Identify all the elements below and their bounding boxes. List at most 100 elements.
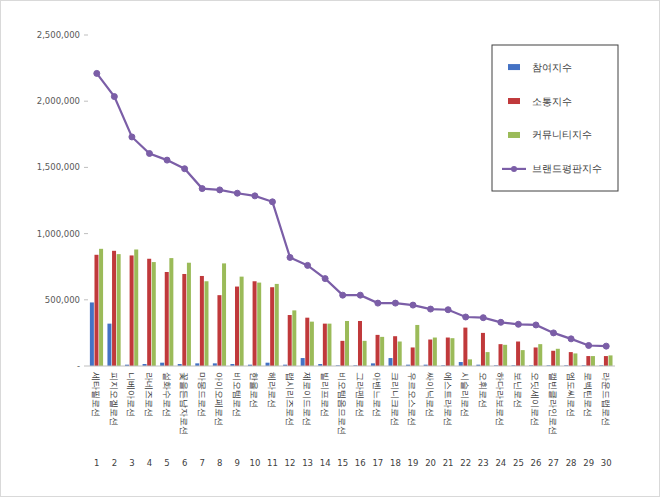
x-tick-label: 오휘로션 [478,372,488,408]
bar [534,347,538,366]
x-tick-label: 아이오페로션 [214,372,224,426]
bar [380,337,384,366]
x-tick-label: 한율로션 [249,372,259,408]
line-marker [410,302,416,308]
x-tick-label: 랩시리즈로션 [285,372,295,426]
line-marker [357,292,363,298]
bar [240,277,244,366]
x-tick-label: 꽃을든남자로션 [179,372,189,435]
bar [468,359,472,366]
bar [463,328,467,366]
legend-label: 참여지수 [532,62,572,73]
line-marker [586,342,592,348]
bar [551,351,555,366]
line-marker [445,307,451,313]
category-number: 9 [235,458,240,468]
line-marker [603,343,609,349]
line-marker [269,199,275,205]
bar [112,251,116,366]
bar [556,349,560,366]
chart-frame [1,1,660,497]
legend-swatch [508,132,520,138]
category-number: 19 [408,458,419,468]
y-tick [84,366,88,367]
category-number: 12 [285,458,296,468]
bar [288,315,292,366]
category-number: 4 [147,458,152,468]
bar [499,344,503,366]
line-marker [463,314,469,320]
line-marker [480,315,486,321]
bar [310,322,314,366]
bar [415,325,419,366]
bar [340,341,344,366]
category-number: 20 [425,458,436,468]
bar [134,249,138,366]
x-axis [88,366,615,367]
bar [204,281,208,366]
legend-label: 브랜드평판지수 [532,163,602,174]
category-number: 17 [372,458,383,468]
line-marker [340,292,346,298]
x-tick-label: 하다라보로션 [495,372,505,426]
line-marker [164,157,170,163]
bar [253,281,257,366]
bar [345,321,349,366]
bar [107,324,111,366]
bar [503,345,507,366]
x-tick-label: 라네즈로션 [144,372,154,417]
bar [411,347,415,366]
x-tick-label: 보닌로션 [513,372,523,408]
bar [538,344,542,366]
bar [609,355,613,366]
y-tick [84,35,88,36]
x-tick-label: 마몽드로션 [197,372,207,417]
category-number: 13 [302,458,313,468]
x-tick-label: 싸이닉로션 [425,372,435,417]
legend-box [492,45,618,191]
x-tick-label: 빌리프로션 [320,372,330,417]
x-tick-label: 아벤느로션 [372,372,382,417]
category-number: 25 [513,458,524,468]
bar [481,333,485,366]
y-tick-label: 1,000,000 [37,229,80,239]
bar [591,356,595,366]
bar [363,341,367,366]
line-marker [199,186,205,192]
y-tick-label: 2,500,000 [37,30,80,40]
x-tick-label: 라운드랩로션 [601,372,611,426]
y-tick-label: 1,500,000 [37,162,80,172]
bar [428,340,432,366]
category-number: 22 [460,458,471,468]
bar [130,255,134,366]
bar [275,284,279,366]
category-number: 7 [199,458,204,468]
legend-label: 소통지수 [532,96,572,107]
x-tick-label: 니베아로션 [126,372,136,417]
x-tick-label: 크리니크로션 [390,372,400,426]
bar [222,263,226,366]
line-marker [111,94,117,100]
y-tick-label: 500,000 [45,295,80,305]
category-number: 8 [217,458,222,468]
line-marker [182,166,188,172]
x-tick-label: 로벡틴로션 [583,372,593,417]
bar [604,356,608,366]
y-tick [84,167,88,168]
bar [217,295,221,366]
bar [433,338,437,366]
category-number: 6 [182,458,187,468]
line-marker [551,330,557,336]
bar [305,318,309,366]
line-marker [252,193,258,199]
bar [327,324,331,366]
x-tick-label: 세타필로션 [91,372,101,417]
x-tick-label: 제로이드로션 [302,372,312,426]
category-number: 14 [320,458,331,468]
category-number: 2 [112,458,117,468]
x-tick-label: 피지오겔로션 [109,372,119,426]
x-tick-label: 설화수로션 [162,372,172,417]
y-tick-label: 2,000,000 [37,96,80,106]
bar [358,321,362,366]
category-number: 1 [94,458,99,468]
